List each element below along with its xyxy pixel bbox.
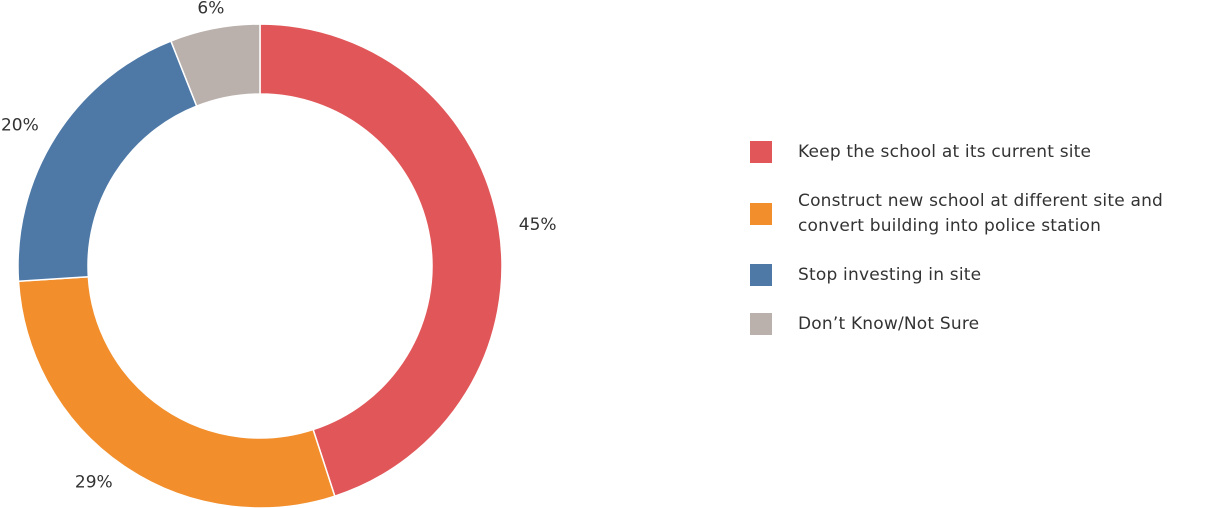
donut-chart: 45% 29% 20% 6% <box>1 0 557 508</box>
legend-label-4: Don’t Know/Not Sure <box>798 314 980 334</box>
legend-label-3: Stop investing in site <box>798 265 982 285</box>
legend-swatch-2 <box>750 203 772 225</box>
legend-label-1: Keep the school at its current site <box>798 142 1092 162</box>
legend-swatch-1 <box>750 141 772 163</box>
legend-label-2-line-2: convert building into police station <box>798 216 1102 236</box>
legend-swatch-4 <box>750 313 772 335</box>
slice-value-label-1: 45% <box>519 215 557 235</box>
slice-value-label-4: 6% <box>197 0 224 19</box>
donut-slice-1 <box>259 23 503 498</box>
slice-value-label-2: 29% <box>75 473 113 493</box>
legend: Keep the school at its current site Const… <box>750 140 1210 361</box>
legend-item-4: Don’t Know/Not Sure <box>750 312 1210 361</box>
legend-label-2-line-1: Construct new school at different site a… <box>798 191 1164 211</box>
legend-item-2: Construct new school at different site a… <box>750 189 1210 263</box>
legend-swatch-3 <box>750 264 772 286</box>
donut-slice-4 <box>169 23 261 108</box>
legend-item-1: Keep the school at its current site <box>750 140 1210 189</box>
legend-item-3: Stop investing in site <box>750 263 1210 312</box>
donut-slice-2 <box>17 276 336 508</box>
slice-value-label-3: 20% <box>1 116 39 136</box>
donut-slice-3 <box>17 40 198 282</box>
